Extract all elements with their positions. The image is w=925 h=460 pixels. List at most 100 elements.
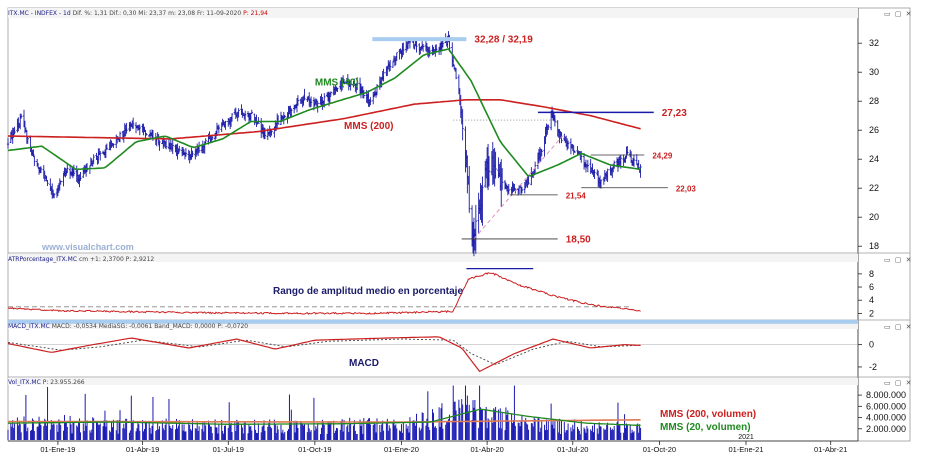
volume-bar (600, 426, 602, 440)
volume-bar (38, 416, 40, 440)
volume-bar (301, 422, 303, 440)
volume-bar (587, 428, 589, 440)
price-bar (270, 130, 273, 136)
volume-bar (407, 425, 409, 440)
volume-bar (263, 420, 265, 440)
volume-bar (513, 385, 515, 440)
volume-bar (480, 407, 482, 440)
price-window-buttons[interactable]: ▭ ▢ ✕ (884, 10, 913, 18)
volume-bar (526, 423, 528, 440)
volume-bar (102, 426, 104, 440)
price-bar (118, 131, 122, 143)
volume-bar (248, 424, 250, 440)
macd-panel[interactable] (7, 336, 858, 373)
volume-bar (576, 426, 578, 440)
volume-bar (521, 415, 523, 440)
volume-bar (288, 394, 290, 440)
price-panel[interactable] (6, 31, 668, 257)
level-label-4: 21,54 (566, 191, 587, 200)
volume-bar (366, 421, 368, 440)
volume-bar (207, 420, 209, 440)
volume-bar (458, 399, 460, 440)
price-bar (145, 133, 148, 135)
volume-bar (611, 428, 613, 440)
volume-bar (579, 434, 581, 440)
volume-bar (612, 430, 614, 440)
volume-bar (617, 402, 619, 440)
volume-bar (375, 432, 377, 440)
volume-panel[interactable] (7, 385, 642, 440)
vol-tick-label-1: 4.000.000 (866, 413, 906, 423)
volume-bar (69, 416, 71, 440)
volume-bar (99, 423, 101, 440)
volume-bar (479, 385, 481, 440)
volume-bar (287, 430, 289, 440)
volume-bar (122, 428, 124, 440)
volume-bar (340, 420, 342, 440)
volume-bar (640, 427, 642, 440)
volume-bar (459, 407, 461, 440)
volume-bar (313, 397, 315, 440)
volume-bar (533, 416, 535, 440)
price-tick-label-3: 24 (869, 154, 879, 164)
volume-bar (451, 420, 453, 440)
macd-window-buttons[interactable]: ▭ ▢ ✕ (884, 323, 913, 331)
volume-bar (164, 424, 166, 440)
volume-bar (591, 430, 593, 440)
volume-bar (605, 429, 607, 440)
volume-bar (98, 424, 100, 440)
price-bar (520, 187, 524, 194)
volume-bar (487, 418, 489, 440)
volume-bar (618, 425, 620, 440)
atr-window-buttons[interactable]: ▭ ▢ ✕ (884, 256, 913, 264)
macd-tick-label-1: -2 (869, 362, 877, 372)
volume-bar (284, 431, 286, 440)
volume-bar (619, 424, 621, 440)
volume-bar (20, 432, 22, 440)
volume-bar (124, 428, 126, 440)
volume-bar (638, 432, 640, 440)
volume-bar (597, 433, 599, 440)
volume-bar (389, 428, 391, 440)
volume-bar (507, 410, 509, 440)
volume-bar (497, 409, 499, 440)
volume-bar (309, 431, 311, 440)
atr-header: ATRPorcentage_ITX.MC cm +1: 2,3700 P: 2,… (8, 256, 154, 263)
macd-header: MACD_ITX.MC MACD: -0,0534 MediaSG: -0,00… (8, 323, 248, 330)
price-bar (125, 122, 128, 134)
volume-bar (623, 432, 625, 440)
volume-bar (89, 430, 91, 440)
volume-bar (184, 431, 186, 440)
volume-bar (493, 408, 495, 440)
vol-legend-1: MMS (20, volumen) (660, 422, 751, 433)
volume-bar (350, 423, 352, 440)
atr-panel[interactable] (7, 267, 858, 324)
volume-bar (149, 427, 151, 440)
vol-window-buttons[interactable]: ▭ ▢ ✕ (884, 379, 913, 387)
volume-bar (359, 419, 361, 440)
volume-bar (473, 407, 475, 440)
volume-bar (260, 432, 262, 440)
volume-bar (150, 433, 152, 440)
price-bar (191, 150, 194, 158)
series-label-1: MMS (200) (344, 121, 393, 132)
volume-bar (156, 429, 158, 440)
volume-bar (214, 419, 216, 440)
volume-bar (201, 428, 203, 440)
price-bar (43, 170, 46, 182)
volume-bar (546, 429, 548, 440)
price-bar (527, 176, 530, 185)
volume-bar (322, 421, 324, 440)
volume-bar (327, 421, 329, 440)
volume-bar (512, 423, 514, 440)
volume-bar (282, 429, 284, 440)
atr-base-band (8, 319, 858, 324)
price-bar (507, 183, 510, 195)
volume-bar (224, 425, 226, 440)
price-header-name: ITX.MC - INDFEX - 1d (8, 10, 71, 17)
volume-bar (559, 418, 561, 440)
volume-bar (354, 430, 356, 440)
volume-bar (434, 426, 436, 440)
volume-bar (347, 424, 349, 440)
volume-bar (425, 425, 427, 440)
